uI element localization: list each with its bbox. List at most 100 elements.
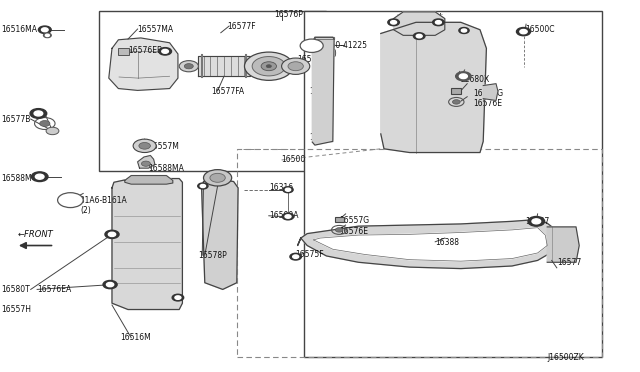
Text: J16500ZK: J16500ZK xyxy=(547,353,584,362)
Text: 16557G: 16557G xyxy=(339,216,369,225)
Polygon shape xyxy=(547,227,579,262)
Circle shape xyxy=(290,253,301,260)
Circle shape xyxy=(456,72,471,81)
Circle shape xyxy=(292,255,299,259)
Circle shape xyxy=(204,170,232,186)
Circle shape xyxy=(520,29,527,34)
Text: 16577FB: 16577FB xyxy=(298,55,332,64)
Circle shape xyxy=(172,294,184,301)
Circle shape xyxy=(452,100,460,104)
Text: 16546: 16546 xyxy=(309,87,333,96)
Text: 16557: 16557 xyxy=(525,217,549,226)
Circle shape xyxy=(528,217,545,226)
Text: 16576E: 16576E xyxy=(339,227,368,236)
Circle shape xyxy=(388,19,399,26)
Text: 16388: 16388 xyxy=(435,238,460,247)
Circle shape xyxy=(159,48,172,55)
Text: 16577B: 16577B xyxy=(1,115,31,124)
Circle shape xyxy=(34,111,43,116)
Circle shape xyxy=(162,49,168,53)
Circle shape xyxy=(179,61,198,72)
Circle shape xyxy=(413,33,425,39)
Text: 16500A: 16500A xyxy=(269,211,298,220)
Circle shape xyxy=(459,28,469,33)
Polygon shape xyxy=(314,228,547,261)
Circle shape xyxy=(210,173,225,182)
Circle shape xyxy=(285,215,291,218)
Bar xyxy=(99,11,326,171)
Circle shape xyxy=(435,20,442,24)
Circle shape xyxy=(266,65,271,68)
Circle shape xyxy=(282,213,294,220)
Text: ←FRONT: ←FRONT xyxy=(18,230,54,239)
Circle shape xyxy=(390,20,397,24)
Bar xyxy=(304,11,602,357)
Circle shape xyxy=(44,33,51,38)
Polygon shape xyxy=(483,84,498,100)
Bar xyxy=(118,48,129,55)
Polygon shape xyxy=(394,12,445,35)
Circle shape xyxy=(516,28,531,36)
Circle shape xyxy=(461,29,467,32)
Circle shape xyxy=(105,230,119,238)
Text: 16557G: 16557G xyxy=(474,89,504,97)
Text: 16576EB: 16576EB xyxy=(128,46,162,55)
Polygon shape xyxy=(138,155,155,168)
Text: 16500C: 16500C xyxy=(525,25,554,34)
Circle shape xyxy=(285,188,291,191)
Circle shape xyxy=(106,282,114,287)
Circle shape xyxy=(282,58,310,74)
Text: 16576P: 16576P xyxy=(274,10,303,19)
Circle shape xyxy=(58,193,83,208)
Polygon shape xyxy=(381,22,486,153)
Circle shape xyxy=(108,232,116,237)
Circle shape xyxy=(200,185,205,187)
Circle shape xyxy=(244,52,293,80)
Text: 16588M: 16588M xyxy=(1,174,32,183)
Bar xyxy=(335,217,344,222)
Text: 16557MA: 16557MA xyxy=(138,25,173,34)
Text: 16580T: 16580T xyxy=(1,285,30,294)
Polygon shape xyxy=(202,179,238,289)
Text: 08360-41225: 08360-41225 xyxy=(317,41,368,50)
Text: 2: 2 xyxy=(68,196,73,205)
Text: 16316: 16316 xyxy=(269,183,293,192)
Circle shape xyxy=(40,121,50,126)
Circle shape xyxy=(38,26,51,33)
Circle shape xyxy=(31,172,48,182)
Circle shape xyxy=(175,296,181,299)
Circle shape xyxy=(133,139,156,153)
Circle shape xyxy=(198,183,208,189)
Text: 16500: 16500 xyxy=(282,155,306,164)
Text: 081A6-B161A: 081A6-B161A xyxy=(76,196,127,205)
Polygon shape xyxy=(312,37,334,145)
Polygon shape xyxy=(198,56,250,76)
Text: 16557M: 16557M xyxy=(148,142,179,151)
Circle shape xyxy=(35,174,44,179)
Circle shape xyxy=(139,142,150,149)
Text: 16516M: 16516M xyxy=(120,333,151,342)
Text: 16578P: 16578P xyxy=(198,251,227,260)
Circle shape xyxy=(45,34,49,36)
Circle shape xyxy=(532,219,541,224)
Bar xyxy=(451,88,461,94)
Circle shape xyxy=(288,62,303,71)
Text: 2: 2 xyxy=(309,41,314,50)
Circle shape xyxy=(103,280,117,289)
Polygon shape xyxy=(112,179,182,310)
Circle shape xyxy=(42,28,48,32)
Circle shape xyxy=(300,39,323,52)
Text: 22680X: 22680X xyxy=(461,76,490,84)
Polygon shape xyxy=(315,37,334,39)
Text: 16577: 16577 xyxy=(557,258,581,267)
Text: 16576E: 16576E xyxy=(474,99,502,108)
Text: 16557H: 16557H xyxy=(1,305,31,314)
Text: 16575F: 16575F xyxy=(296,250,324,259)
Circle shape xyxy=(335,228,343,232)
Text: 16576EA: 16576EA xyxy=(37,285,72,294)
Circle shape xyxy=(141,161,150,166)
Text: 16516MA: 16516MA xyxy=(1,25,37,34)
Circle shape xyxy=(252,57,285,76)
Polygon shape xyxy=(298,219,557,269)
Circle shape xyxy=(46,127,59,135)
